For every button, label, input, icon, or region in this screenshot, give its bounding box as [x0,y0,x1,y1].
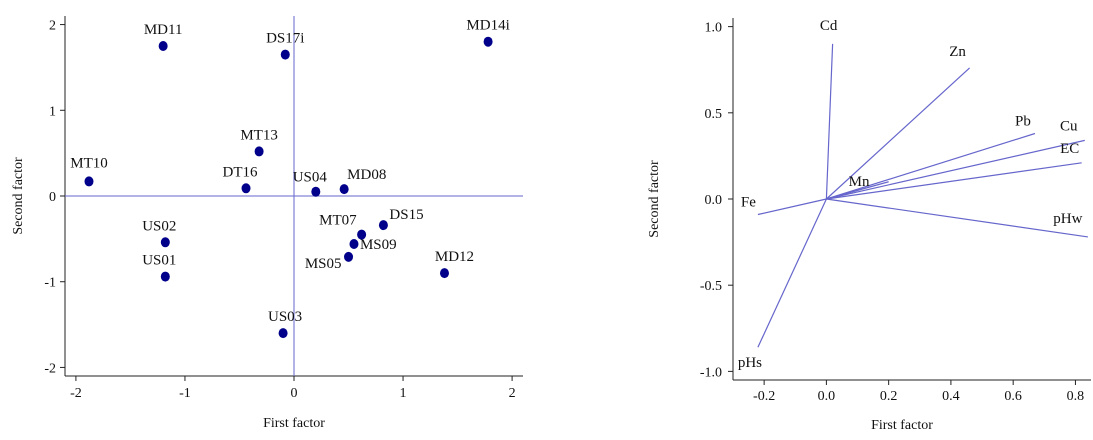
data-point [378,220,388,231]
right-y-tick-label: 0.0 [705,193,723,208]
data-point-label: MT13 [240,127,278,143]
data-point [483,36,493,47]
left-x-tick-label: 1 [400,386,407,401]
data-point-label: US04 [293,170,328,186]
data-point [349,239,359,249]
loading-vector [757,198,827,216]
data-point [311,186,321,197]
loading-vector [826,139,1085,200]
data-point-label: DT16 [223,164,258,180]
right-x-tick-label: 0.4 [942,389,960,404]
data-point-label: MS09 [360,237,397,253]
right-y-tick-label: 1.0 [705,21,723,36]
data-point [160,237,170,248]
loading-vector [826,198,1088,238]
data-point-label: MS05 [305,256,342,272]
loading-vector-label: Mn [849,174,870,190]
loading-vector [825,67,970,200]
loading-vector [826,181,889,200]
loading-vector [757,198,827,348]
left-y-tick-label: -2 [44,361,56,376]
left-x-axis-title: First factor [263,416,325,431]
data-point [278,328,288,339]
data-point-label: MT10 [70,155,108,171]
data-point-label: MD12 [435,249,474,265]
data-point [339,184,349,195]
loading-vector-label: Pb [1015,113,1031,129]
data-point [241,183,251,194]
data-point-label: DS17i [266,31,304,47]
left-x-tick-label: 2 [509,386,516,401]
right-x-tick-label: -0.2 [753,389,775,404]
right-x-tick-label: 0.0 [818,389,836,404]
left-y-axis-title: Second factor [11,157,26,235]
loading-vector [826,132,1036,200]
data-point-label: MD08 [347,167,386,183]
data-point-label: US03 [268,309,302,325]
right-x-tick-label: 0.2 [880,389,898,404]
data-point [84,176,94,187]
loading-vector [825,43,834,200]
data-point [344,251,354,262]
data-point [158,41,168,51]
right-y-tick-label: -0.5 [700,279,722,294]
right-x-tick-label: 0.8 [1067,389,1085,404]
loading-vector [826,162,1082,200]
loading-vector-label: Cu [1060,118,1078,134]
left-y-tick-label: 2 [49,19,56,34]
loading-vector-label: Zn [949,44,966,60]
data-point-label: MT07 [319,213,357,229]
left-x-tick-label: 0 [291,386,298,401]
right-x-axis-title: First factor [871,418,933,433]
data-point [439,268,449,279]
right-y-axis-title: Second factor [647,160,662,238]
loading-vector-label: Cd [820,18,838,34]
data-point [254,146,264,157]
left-x-tick-label: -2 [70,386,82,401]
data-point-label: MD11 [144,22,183,38]
data-point-label: MD14i [466,18,509,34]
left-y-tick-label: 0 [49,190,56,205]
data-point-label: DS15 [389,207,423,223]
right-x-tick-label: 0.6 [1004,389,1022,404]
loading-vector-label: EC [1060,141,1079,157]
data-point [357,229,367,240]
data-point-label: US02 [142,218,176,234]
loading-vector-label: pHw [1053,211,1082,227]
right-y-tick-label: -1.0 [700,365,722,380]
loading-vector-label: Fe [741,195,756,211]
right-y-tick-label: 0.5 [705,107,723,122]
left-x-tick-label: -1 [179,386,191,401]
loading-vector-label: pHs [738,355,762,371]
data-point-label: US01 [142,253,176,269]
left-y-tick-label: 1 [49,104,56,119]
data-point [280,49,290,60]
left-y-tick-label: -1 [44,276,56,291]
data-point [160,271,170,282]
